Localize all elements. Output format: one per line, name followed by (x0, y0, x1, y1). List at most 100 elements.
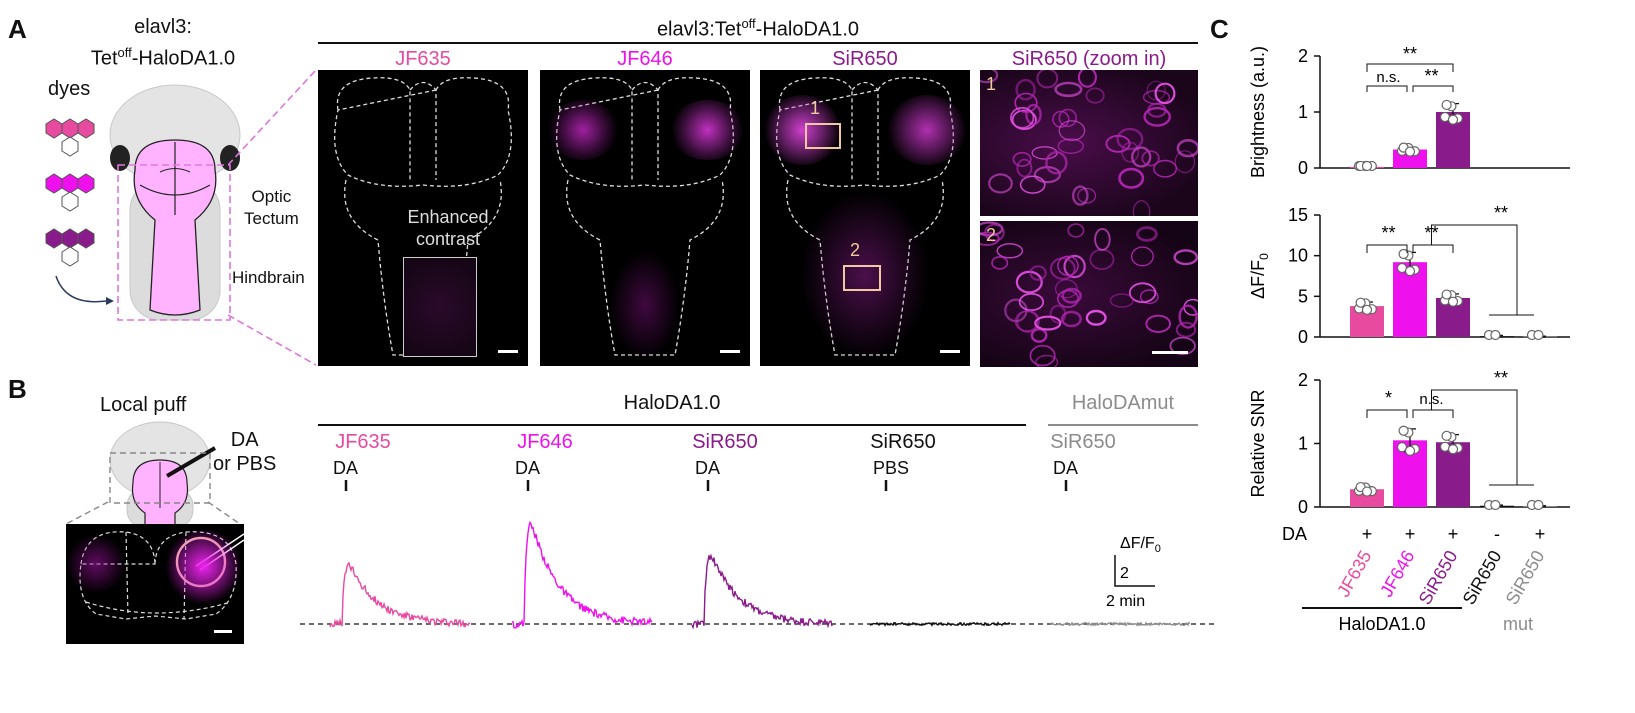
scale-bar (720, 350, 740, 353)
halo-group-label: HaloDA1.0 (623, 392, 721, 414)
trace-line (1049, 621, 1191, 627)
micrograph-zoom-1: 1 (980, 70, 1198, 216)
data-point (1361, 160, 1373, 172)
panel-a-header-line (318, 42, 1198, 44)
scale-y-label: ΔF/F0 (1120, 535, 1161, 555)
data-point (1355, 297, 1366, 308)
dye-molecules-icon (45, 118, 114, 305)
sig-label: ** (1494, 368, 1508, 388)
construct-label: elavl3: Tetoff-HaloDA1.0 (88, 14, 238, 72)
da-sign: + (1405, 524, 1416, 544)
trace-line (511, 520, 653, 629)
sig-bracket (1412, 409, 1454, 418)
y-tick-label: 1 (1298, 434, 1308, 454)
sig-label: ** (1403, 44, 1417, 64)
data-point (1441, 289, 1452, 300)
roi-label-2: 2 (850, 240, 861, 260)
trace-stim-label: PBS (873, 458, 909, 478)
data-point (1447, 444, 1459, 455)
category-label: JF635 (1333, 547, 1375, 600)
image-label-jf646: JF646 (617, 48, 673, 70)
mut-group-label: HaloDAmut (1071, 392, 1175, 414)
micrograph-sir650: 1 2 (760, 70, 970, 366)
y-tick-label: 2 (1298, 370, 1308, 390)
trace-dye-label: SiR650 (692, 431, 758, 453)
sig-bracket (1366, 63, 1454, 72)
panel-letter-b: B (8, 374, 27, 404)
sig-bracket (1366, 409, 1408, 418)
zoom-guide-lines (228, 69, 317, 366)
image-label-sir650: SiR650 (832, 48, 898, 70)
image-label-jf635: JF635 (395, 48, 451, 70)
data-point (1490, 329, 1501, 341)
cell-membranes (980, 70, 1198, 216)
y-tick-label: 0 (1298, 497, 1308, 517)
sig-bracket (1412, 244, 1454, 253)
scale-bar (940, 350, 960, 353)
category-label: JF646 (1376, 547, 1418, 600)
scale-x-label: 2 min (1106, 593, 1145, 610)
traces-plot: JF635 DA JF646 DA SiR650 DA SiR650 PBS SiR650 DA Δ… (300, 431, 1215, 630)
data-point (1490, 499, 1501, 511)
sir650-molecule-icon (45, 228, 95, 267)
trace-dye-label: SiR650 (1050, 431, 1116, 453)
data-point (1533, 499, 1544, 511)
y-tick-label: 1 (1298, 102, 1308, 122)
enhanced-contrast-box (403, 257, 477, 357)
trace-line (691, 553, 833, 630)
y-tick-label: 2 (1298, 46, 1308, 66)
category-label: SiR650 (1502, 547, 1549, 608)
y-tick-label: 10 (1288, 246, 1308, 266)
roi-label-1: 1 (810, 98, 821, 118)
sig-label: ** (1381, 223, 1395, 243)
trace-dye-label: SiR650 (870, 431, 936, 453)
sig-label: ** (1424, 66, 1438, 86)
sig-label: ** (1494, 203, 1508, 223)
data-point (1361, 304, 1373, 315)
local-puff-label: Local puff (100, 394, 187, 416)
data-point (1441, 99, 1452, 111)
zoom-label-2: 2 (986, 225, 997, 245)
y-tick-label: 0 (1298, 158, 1308, 178)
da-sign: - (1494, 524, 1500, 544)
sig-bracket (1431, 389, 1534, 486)
scale-bar (214, 630, 232, 633)
sig-bracket (1366, 85, 1408, 92)
trace-stim-label: DA (515, 458, 540, 478)
zebrafish-larva-icon (109, 84, 241, 321)
y-axis-label: Relative SNR (1248, 389, 1268, 497)
data-point (1398, 248, 1409, 260)
construct-line-2: Tetoff-HaloDA1.0 (90, 45, 236, 70)
group-label-halo: HaloDA1.0 (1338, 614, 1425, 634)
trace-stim-label: DA (333, 458, 358, 478)
category-label: SiR650 (1415, 547, 1462, 608)
data-point (1404, 445, 1416, 456)
data-point (1404, 266, 1416, 277)
trace-stim-label: DA (1053, 458, 1078, 478)
scale-bar-trace (1114, 555, 1155, 587)
da-sign: + (1535, 524, 1546, 544)
puff-zoom-lines (65, 501, 241, 525)
da-sign: + (1362, 524, 1373, 544)
sig-bracket (1431, 224, 1534, 316)
panel-letter-c: C (1210, 14, 1229, 44)
image-label-sir650-zoom: SiR650 (zoom in) (1011, 48, 1167, 70)
panel-a-header: elavl3:Tetoff-HaloDA1.0 (656, 16, 860, 41)
group-label-mut: mut (1503, 614, 1533, 634)
micrograph-jf646 (540, 70, 750, 366)
stim-label: DA or PBS (213, 429, 277, 475)
trace-dye-label: JF635 (335, 431, 391, 453)
puff-larva-icon (109, 421, 217, 528)
data-point (1398, 425, 1409, 436)
construct-line-1: elavl3: (134, 16, 192, 38)
category-label: SiR650 (1459, 547, 1506, 608)
trace-line (329, 561, 471, 628)
scale-bar (498, 350, 518, 353)
y-tick-label: 5 (1298, 286, 1308, 306)
y-axis-label: Brightness (a.u.) (1248, 46, 1268, 178)
micrograph-puff (66, 524, 244, 644)
data-point (1447, 114, 1459, 125)
scale-bar (1152, 351, 1188, 354)
sig-label: * (1385, 388, 1392, 408)
